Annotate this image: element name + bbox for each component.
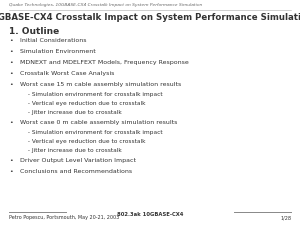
Text: - Jitter increase due to crosstalk: - Jitter increase due to crosstalk [26,148,121,153]
Text: Conclusions and Recommendations: Conclusions and Recommendations [20,169,132,174]
Text: •: • [10,120,13,125]
Text: •: • [10,49,13,54]
Text: - Jitter increase due to crosstalk: - Jitter increase due to crosstalk [26,110,121,115]
Text: - Vertical eye reduction due to crosstalk: - Vertical eye reduction due to crosstal… [26,139,145,144]
Text: Simulation Environment: Simulation Environment [20,49,95,54]
Text: •: • [10,82,13,88]
Text: Petro Popescu, Portsmouth, May 20-21, 2003: Petro Popescu, Portsmouth, May 20-21, 20… [9,215,119,220]
Text: 802.3ak 10GBASE-CX4: 802.3ak 10GBASE-CX4 [117,212,183,217]
Text: - Simulation environment for crosstalk impact: - Simulation environment for crosstalk i… [26,92,162,97]
Text: 1. Outline: 1. Outline [9,27,59,36]
Text: •: • [10,38,13,43]
Text: Driver Output Level Variation Impact: Driver Output Level Variation Impact [20,158,136,163]
Text: Crosstalk Worst Case Analysis: Crosstalk Worst Case Analysis [20,71,114,76]
Text: 1/28: 1/28 [280,215,291,220]
Text: Quake Technologies, 10GBASE-CX4 Crosstalk Impact on System Performance Simulatio: Quake Technologies, 10GBASE-CX4 Crosstal… [9,3,202,7]
Text: Worst case 0 m cable assembly simulation results: Worst case 0 m cable assembly simulation… [20,120,177,125]
Text: •: • [10,60,13,65]
Text: Worst case 15 m cable assembly simulation results: Worst case 15 m cable assembly simulatio… [20,82,181,88]
Text: MDNEXT and MDELFEXT Models, Frequency Response: MDNEXT and MDELFEXT Models, Frequency Re… [20,60,188,65]
Text: - Vertical eye reduction due to crosstalk: - Vertical eye reduction due to crosstal… [26,101,145,106]
Text: •: • [10,169,13,174]
Text: - Simulation environment for crosstalk impact: - Simulation environment for crosstalk i… [26,130,162,135]
Text: •: • [10,71,13,76]
Text: 10GBASE-CX4 Crosstalk Impact on System Performance Simulation: 10GBASE-CX4 Crosstalk Impact on System P… [0,13,300,22]
Text: •: • [10,158,13,163]
Text: Initial Considerations: Initial Considerations [20,38,86,43]
